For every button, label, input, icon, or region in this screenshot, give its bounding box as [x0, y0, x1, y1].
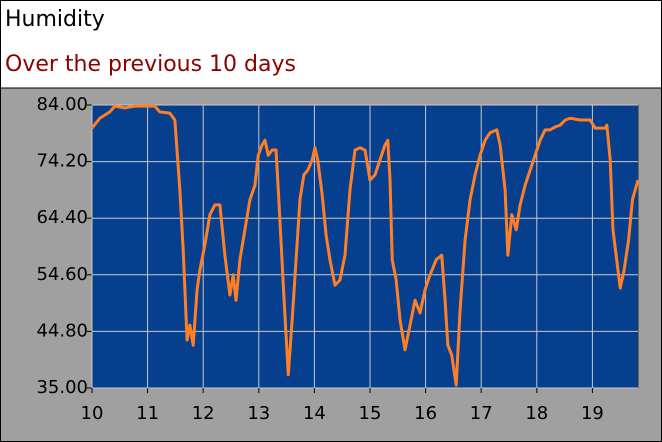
x-tick-label: 18 [525, 403, 548, 424]
x-tick-label: 17 [470, 403, 493, 424]
x-tick-label: 14 [303, 403, 326, 424]
y-tick-label: 74.20 [36, 151, 88, 172]
chart-title: Humidity [5, 7, 105, 32]
x-tick-label: 11 [136, 403, 159, 424]
x-tick-label: 13 [247, 403, 270, 424]
x-tick-label: 15 [359, 403, 382, 424]
x-tick-label: 10 [81, 403, 104, 424]
y-tick-label: 35.00 [36, 377, 88, 398]
chart-subtitle: Over the previous 10 days [5, 52, 296, 77]
y-tick-label: 44.80 [36, 320, 88, 341]
line-series [90, 104, 640, 387]
plot-area [91, 104, 639, 389]
x-tick-label: 16 [414, 403, 437, 424]
x-tick-label: 19 [581, 403, 604, 424]
x-tick-label: 12 [192, 403, 215, 424]
y-tick-label: 84.00 [36, 94, 88, 115]
y-tick-label: 64.40 [36, 207, 88, 228]
y-tick-label: 54.60 [36, 264, 88, 285]
